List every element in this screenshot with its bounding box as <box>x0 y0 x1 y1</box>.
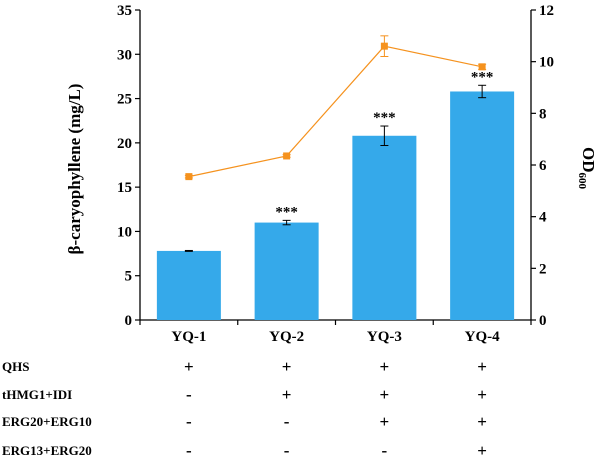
condition-mark: + <box>477 412 487 431</box>
od-line <box>188 45 483 178</box>
condition-mark: + <box>477 357 487 376</box>
category-label: YQ-4 <box>465 329 500 345</box>
condition-label: tHMG1+IDI <box>2 387 72 402</box>
y2-axis-title-sub: 600 <box>576 173 588 190</box>
y2-tick-label: 6 <box>539 158 547 174</box>
condition-label: ERG20+ERG10 <box>2 414 92 429</box>
y-tick-label: 15 <box>117 180 132 196</box>
y-tick-label: 35 <box>117 3 132 19</box>
y-tick-label: 30 <box>117 47 132 63</box>
y-tick-label: 10 <box>117 224 132 240</box>
significance-label: *** <box>471 69 494 85</box>
bar <box>156 250 221 320</box>
od-point <box>185 173 193 181</box>
condition-mark: + <box>184 357 194 376</box>
y2-tick-label: 10 <box>539 55 554 71</box>
y2-axis-title: OD600 <box>576 147 597 190</box>
condition-mark: - <box>186 385 192 404</box>
bar <box>254 222 319 320</box>
condition-mark: + <box>380 357 390 376</box>
y2-tick-label: 8 <box>539 106 547 122</box>
significance-label: *** <box>275 204 298 220</box>
condition-label: ERG13+ERG20 <box>2 443 92 458</box>
y-tick-label: 20 <box>117 136 132 152</box>
condition-mark: + <box>380 385 390 404</box>
y-tick-label: 25 <box>117 92 132 108</box>
condition-mark: - <box>284 412 290 431</box>
condition-mark: + <box>282 385 292 404</box>
category-label: YQ-3 <box>367 329 402 345</box>
condition-mark: - <box>186 441 192 460</box>
condition-mark: + <box>282 357 292 376</box>
y2-tick-label: 12 <box>539 3 554 19</box>
od-point <box>380 42 388 50</box>
y2-axis-title-main: OD <box>579 147 597 173</box>
y2-tick-label: 2 <box>539 261 547 277</box>
od-point <box>283 152 291 160</box>
bar <box>352 135 417 320</box>
od-point <box>478 63 486 71</box>
y-tick-label: 0 <box>125 313 133 329</box>
condition-mark: - <box>382 441 388 460</box>
category-label: YQ-1 <box>171 329 206 345</box>
condition-mark: - <box>186 412 192 431</box>
condition-label: QHS <box>2 359 29 374</box>
condition-mark: - <box>284 441 290 460</box>
bar <box>450 91 515 320</box>
y2-tick-label: 0 <box>539 313 547 329</box>
condition-mark: + <box>477 441 487 460</box>
y2-tick-label: 4 <box>539 210 547 226</box>
y-axis-title: β-caryophyllene (mg/L) <box>65 84 84 255</box>
condition-mark: + <box>477 385 487 404</box>
significance-label: *** <box>373 110 396 126</box>
category-label: YQ-2 <box>269 329 304 345</box>
y-tick-label: 5 <box>125 269 133 285</box>
condition-mark: + <box>380 412 390 431</box>
